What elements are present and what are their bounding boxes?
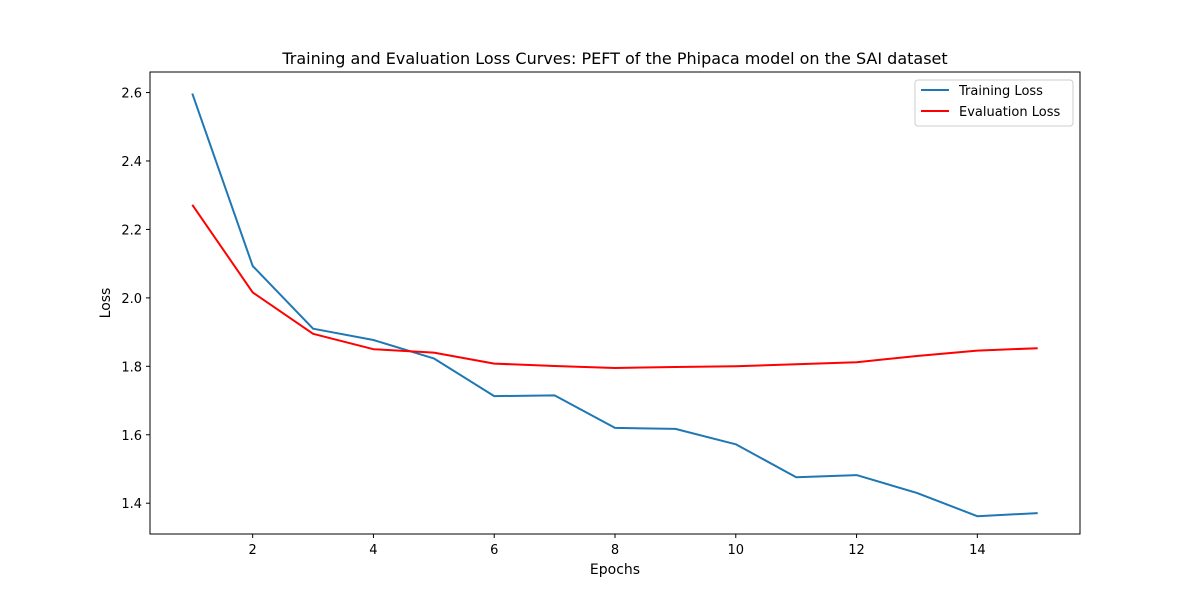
x-tick-label: 12 (848, 543, 865, 558)
x-tick-label: 4 (369, 543, 377, 558)
legend-box (914, 79, 1074, 127)
x-tick-label: 10 (728, 543, 745, 558)
y-axis: 1.4 1.6 1.8 2.0 2.2 2.4 2.6 (121, 87, 150, 512)
legend-label-evaluation-loss: Evaluation Loss (959, 105, 1060, 120)
training-loss-line (191, 93, 1038, 518)
x-tick-label: 6 (490, 543, 498, 558)
x-tick-label: 14 (969, 543, 986, 558)
x-axis: 2 4 6 8 10 12 14 (249, 534, 986, 558)
y-tick-label: 1.6 (121, 429, 142, 444)
x-axis-label: Epochs (590, 562, 640, 578)
y-tick-label: 2.6 (121, 87, 142, 102)
x-tick-label: 8 (611, 543, 619, 558)
legend-label-training-loss: Training Loss (958, 84, 1043, 99)
evaluation-loss-line (191, 204, 1038, 369)
y-tick-label: 2.0 (121, 292, 142, 307)
y-tick-label: 2.2 (121, 223, 142, 238)
y-tick-label: 2.4 (121, 155, 142, 170)
y-tick-label: 1.4 (121, 497, 142, 512)
x-tick-label: 2 (249, 543, 257, 558)
y-axis-label: Loss (98, 288, 114, 319)
legend: Training Loss Evaluation Loss (914, 79, 1074, 127)
series-layer (191, 93, 1038, 518)
chart-title: Training and Evaluation Loss Curves: PEF… (281, 49, 947, 68)
y-tick-label: 1.8 (121, 360, 142, 375)
